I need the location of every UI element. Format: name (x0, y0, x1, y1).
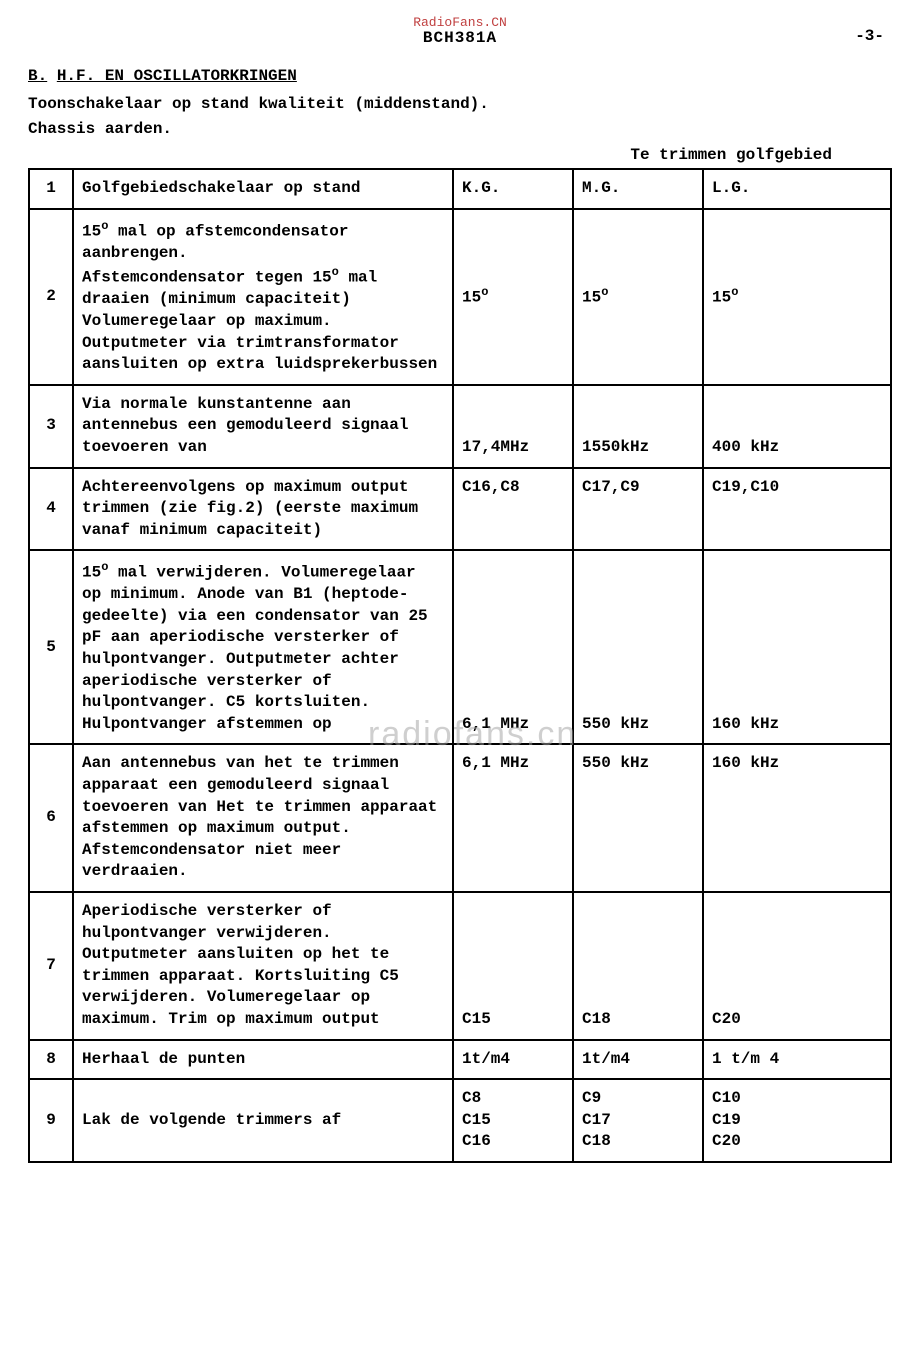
table-row: 4Achtereenvolgens op maximum output trim… (29, 468, 891, 551)
step-description: Herhaal de punten (73, 1040, 453, 1080)
mg-value: C17,C9 (573, 468, 703, 551)
step-description: Aperiodische versterker of hulpontvanger… (73, 892, 453, 1040)
mg-value: 1550kHz (573, 385, 703, 468)
mg-value: C9C17C18 (573, 1079, 703, 1162)
step-number: 3 (29, 385, 73, 468)
alignment-table: 1Golfgebiedschakelaar op standK.G.M.G.L.… (28, 168, 892, 1163)
lg-value: 1 t/m 4 (703, 1040, 891, 1080)
mg-value: 1t/m4 (573, 1040, 703, 1080)
mg-value: C18 (573, 892, 703, 1040)
kg-value: C8C15C16 (453, 1079, 573, 1162)
step-description: 15o mal verwijderen. Volumeregelaar op m… (73, 550, 453, 744)
step-description: Aan antennebus van het te trimmen appara… (73, 744, 453, 892)
table-row: 8Herhaal de punten1t/m41t/m41 t/m 4 (29, 1040, 891, 1080)
table-row: 9Lak de volgende trimmers afC8C15C16C9C1… (29, 1079, 891, 1162)
lg-value: 160 kHz (703, 550, 891, 744)
step-number: 1 (29, 169, 73, 209)
table-row: 515o mal verwijderen. Volumeregelaar op … (29, 550, 891, 744)
mg-value: 15o (573, 209, 703, 385)
lg-value: C20 (703, 892, 891, 1040)
lg-value: 15o (703, 209, 891, 385)
kg-value: 17,4MHz (453, 385, 573, 468)
step-number: 9 (29, 1079, 73, 1162)
preamble-line-1: Toonschakelaar op stand kwaliteit (midde… (28, 94, 892, 116)
step-description: Achtereenvolgens op maximum output trimm… (73, 468, 453, 551)
page-header: RadioFans.CN BCH381A -3- (28, 20, 892, 48)
kg-value: 1t/m4 (453, 1040, 573, 1080)
kg-value: K.G. (453, 169, 573, 209)
step-number: 6 (29, 744, 73, 892)
step-number: 8 (29, 1040, 73, 1080)
lg-value: L.G. (703, 169, 891, 209)
kg-value: 15o (453, 209, 573, 385)
step-number: 5 (29, 550, 73, 744)
step-description: Golfgebiedschakelaar op stand (73, 169, 453, 209)
page-number: -3- (855, 26, 884, 48)
lg-value: C19,C10 (703, 468, 891, 551)
section-heading: H.F. EN OSCILLATORKRINGEN (57, 67, 297, 85)
table-row: 215o mal op afstemcondensator aanbrengen… (29, 209, 891, 385)
step-description: Via normale kunstantenne aan antennebus … (73, 385, 453, 468)
table-row: 1Golfgebiedschakelaar op standK.G.M.G.L.… (29, 169, 891, 209)
step-number: 7 (29, 892, 73, 1040)
mg-value: 550 kHz (573, 744, 703, 892)
step-number: 4 (29, 468, 73, 551)
lg-value: 400 kHz (703, 385, 891, 468)
preamble-line-2: Chassis aarden. (28, 119, 892, 141)
step-description: Lak de volgende trimmers af (73, 1079, 453, 1162)
section-prefix: B. (28, 67, 47, 85)
kg-value: 6,1 MHz (453, 744, 573, 892)
lg-value: 160 kHz (703, 744, 891, 892)
mg-value: 550 kHz (573, 550, 703, 744)
step-number: 2 (29, 209, 73, 385)
table-row: 3Via normale kunstantenne aan antennebus… (29, 385, 891, 468)
lg-value: C10C19C20 (703, 1079, 891, 1162)
doc-code: BCH381A (423, 28, 497, 50)
kg-value: C16,C8 (453, 468, 573, 551)
step-description: 15o mal op afstemcondensator aanbrengen.… (73, 209, 453, 385)
mg-value: M.G. (573, 169, 703, 209)
table-row: 7Aperiodische versterker of hulpontvange… (29, 892, 891, 1040)
kg-value: C15 (453, 892, 573, 1040)
table-row: 6Aan antennebus van het te trimmen appar… (29, 744, 891, 892)
kg-value: 6,1 MHz (453, 550, 573, 744)
trim-band-label: Te trimmen golfgebied (28, 145, 892, 167)
section-title: B. H.F. EN OSCILLATORKRINGEN (28, 66, 892, 88)
